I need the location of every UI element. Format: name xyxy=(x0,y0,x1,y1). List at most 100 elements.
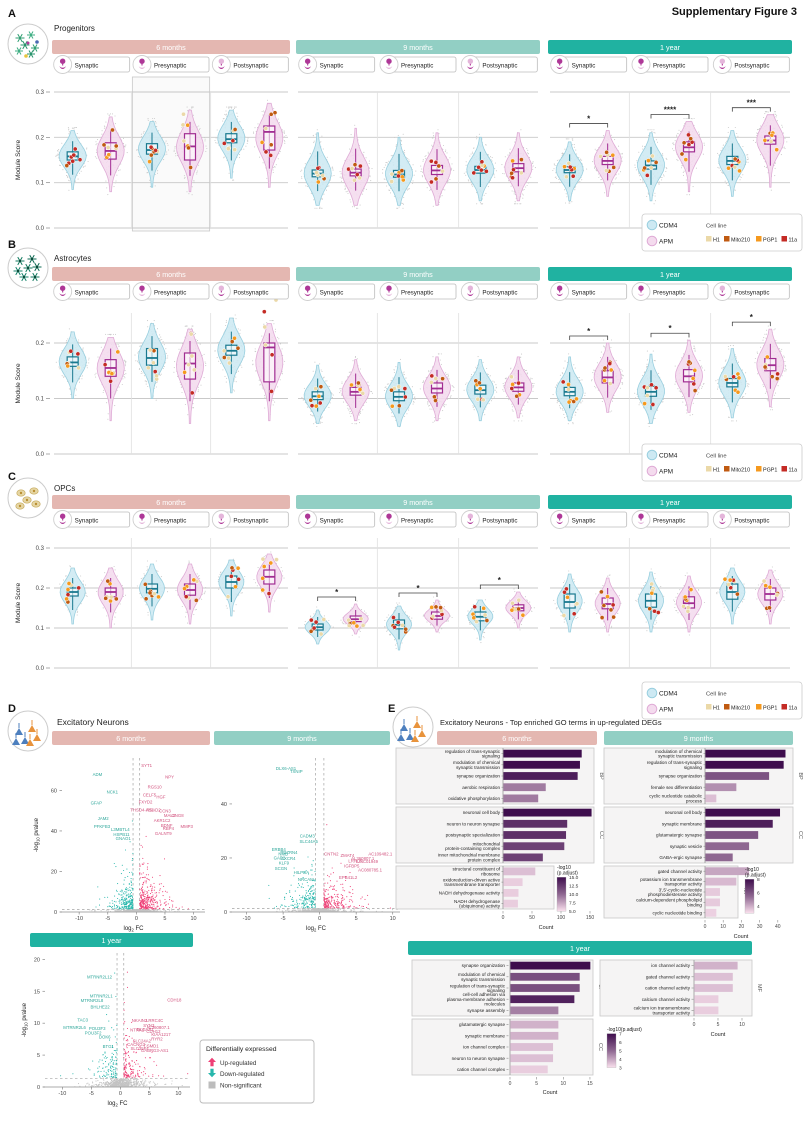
cellline-label: PGP1 xyxy=(763,706,777,712)
synapse-icon xyxy=(138,285,146,296)
module-pill-postsynaptic: Postsynaptic xyxy=(460,510,538,529)
module-pill-label: Presynaptic xyxy=(154,517,186,524)
cellline-swatch xyxy=(706,466,712,472)
synapse-icon xyxy=(138,58,146,69)
gene-label: ZMAT4 xyxy=(341,853,355,858)
y-tick-label: 0.0 xyxy=(36,452,45,458)
gene-label: HGF xyxy=(156,795,165,800)
y-tick-label: 15 xyxy=(34,989,40,995)
gene-label: CADM3 xyxy=(300,834,316,839)
gene-label: ADM xyxy=(93,772,103,777)
go-legend-title: -log10 xyxy=(557,865,571,871)
significance-stars: * xyxy=(668,324,672,333)
y-tick-label: 0 xyxy=(37,1085,40,1091)
y-tick-label: 0.1 xyxy=(36,181,45,187)
apm-label: APM xyxy=(659,469,673,476)
count-axis-label: Count xyxy=(539,925,554,931)
gene-label: AC109482.1 xyxy=(368,851,393,856)
go-term-label: ion channel activity xyxy=(651,963,691,968)
deg-legend-down: Down-regulated xyxy=(220,1071,265,1078)
go-bar xyxy=(503,749,582,758)
go-bar xyxy=(705,877,737,886)
time-band-label: 6 months xyxy=(156,270,186,279)
module-pill-label: Synaptic xyxy=(572,289,596,296)
go-term-label: synaptic membrane xyxy=(662,821,703,826)
apm-label: APM xyxy=(659,239,673,246)
violin-facet-C-9months-presynaptic: * xyxy=(384,584,453,651)
violin-facet-B-1year-synaptic: * xyxy=(552,327,625,425)
axis-label: -log10 pvalue xyxy=(22,1002,28,1037)
go-gradient-bar xyxy=(744,879,755,914)
time-band-label: 1 year xyxy=(660,43,681,52)
significance-stars: * xyxy=(587,115,591,124)
y-tick-label: 20 xyxy=(221,856,227,862)
apm-label: APM xyxy=(659,707,673,714)
go-term-label: signaling xyxy=(684,765,703,770)
go-term-label: calcium-dependent phospholipid xyxy=(636,898,702,903)
cellline-legend: CDM4 APM Cell line H1 Mito210 PGP1 11a xyxy=(641,443,803,482)
cellline-label: H1 xyxy=(713,706,720,712)
go-term-label: cyclic nucleotide catabolic xyxy=(649,794,703,799)
gene-label: RGS10 xyxy=(148,784,163,789)
up-arrow-icon xyxy=(208,1057,216,1067)
go-bar xyxy=(503,899,518,908)
x-tick-label: 10 xyxy=(739,1022,745,1028)
gene-label: DOK6 xyxy=(99,1035,111,1040)
module-pill-presynaptic: Presynaptic xyxy=(631,55,709,74)
module-pill-label: Postsynaptic xyxy=(233,517,268,524)
go-legend-tick: 12.5 xyxy=(569,883,579,889)
significance-stars: * xyxy=(335,588,339,597)
go-bar xyxy=(503,760,580,769)
gene-label: MAL2 xyxy=(164,813,176,818)
gene-label: CCN3 xyxy=(159,809,171,814)
cellline-label: 11a xyxy=(789,238,798,244)
gene-label: L3MBTL4 xyxy=(111,827,130,832)
x-tick-label: 0 xyxy=(318,916,321,922)
neurons-icon xyxy=(7,710,49,752)
gene-label: DLGAP1 xyxy=(137,1027,155,1032)
module-pill-synaptic: Synaptic xyxy=(550,55,628,74)
x-tick-label: 10 xyxy=(175,1091,181,1097)
synapse-icon xyxy=(217,285,225,296)
go-term-label: cation channel complex xyxy=(457,1067,506,1072)
x-tick-label: 0 xyxy=(693,1022,696,1028)
x-tick-label: -5 xyxy=(89,1091,94,1097)
significance-stars: * xyxy=(750,313,754,322)
x-tick-label: 10 xyxy=(390,916,396,922)
gene-label: AL360807.1 xyxy=(147,1025,171,1030)
go-term-label: synaptic transmission xyxy=(456,765,500,770)
facet-strip-label: CC xyxy=(597,1043,603,1051)
y-axis-label: Module Score xyxy=(15,140,22,180)
cellline-swatch xyxy=(724,236,730,242)
time-band-label: 1 year xyxy=(660,270,681,279)
significance-stars: *** xyxy=(747,99,757,108)
violin-panel-B: Module Score 0.0 0.1 0.2 Synaptic Presynaptic… xyxy=(15,282,790,458)
go-bar xyxy=(705,794,717,803)
go-bar xyxy=(705,749,786,758)
go-gradient-bar xyxy=(556,877,567,912)
time-band-label: 6 months xyxy=(116,734,146,743)
y-tick-label: 0.2 xyxy=(36,341,45,347)
gene-label: AC080785.1 xyxy=(358,867,383,872)
go-term-label: female sex differentiation xyxy=(651,785,702,790)
module-pill-label: Synaptic xyxy=(75,289,99,296)
cellline-label: 11a xyxy=(789,468,798,474)
panel-label-c: C xyxy=(8,471,16,483)
x-tick-label: -5 xyxy=(105,916,110,922)
synapse-icon xyxy=(217,513,225,524)
count-axis-label: Count xyxy=(543,1090,558,1096)
figure-title: Supplementary Figure 3 xyxy=(672,6,797,18)
go-legend-title: (p.adjust) xyxy=(745,873,766,879)
axis-label: log2 FC xyxy=(306,926,327,932)
go-term-label: synaptic vesicle xyxy=(670,844,703,849)
time-band-label: 9 months xyxy=(287,734,317,743)
astrocytes-icon xyxy=(7,247,49,289)
x-tick-label: -10 xyxy=(58,1091,66,1097)
gene-label: TXNIP xyxy=(290,769,303,774)
panel-title-opcs: OPCs xyxy=(54,484,75,493)
go-term-label: structural constituent of xyxy=(453,867,501,872)
time-band-label: 1 year xyxy=(570,944,591,953)
down-arrow-icon xyxy=(208,1068,216,1078)
synapse-icon xyxy=(304,58,312,69)
module-pill-label: Synaptic xyxy=(320,517,344,524)
